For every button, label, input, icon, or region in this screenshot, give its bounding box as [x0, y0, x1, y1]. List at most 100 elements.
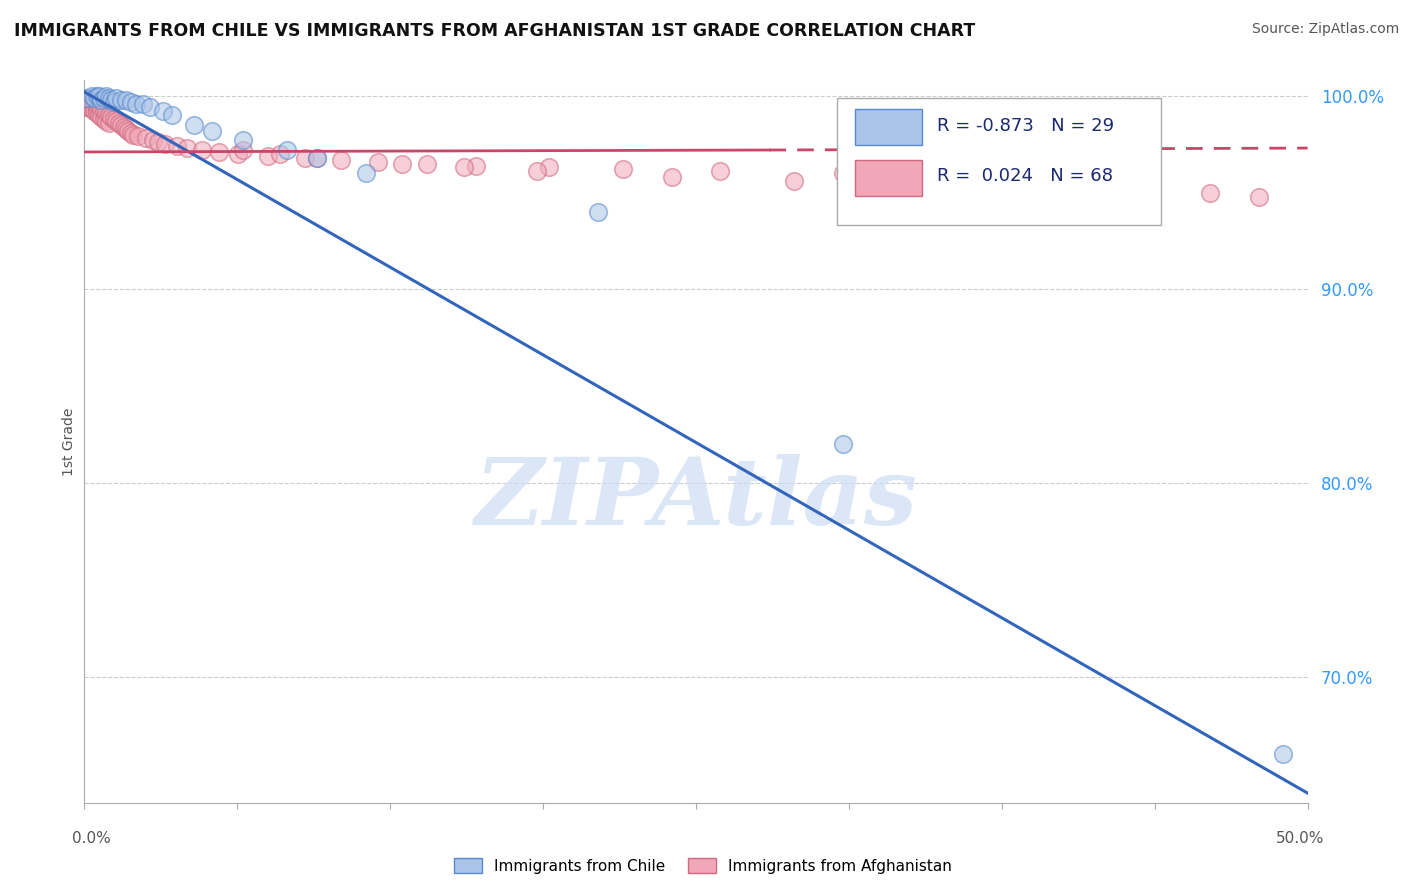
FancyBboxPatch shape [837, 98, 1161, 225]
Point [831, 437, 853, 451]
Point [80, 88, 103, 103]
Point [105, 91, 128, 105]
Point [120, 126, 142, 140]
Point [831, 166, 853, 180]
Point [76, 100, 98, 114]
Text: ZIPAtlas: ZIPAtlas [474, 454, 918, 544]
Point [93, 104, 115, 119]
Point [110, 93, 132, 107]
Point [96, 114, 118, 128]
Point [83, 96, 105, 111]
Text: Source: ZipAtlas.com: Source: ZipAtlas.com [1251, 22, 1399, 37]
Point [142, 133, 165, 147]
Point [330, 153, 353, 167]
Point [146, 135, 169, 149]
Point [112, 120, 135, 134]
Point [416, 156, 439, 170]
Point [90, 93, 112, 107]
Point [135, 131, 157, 145]
Point [97, 116, 120, 130]
Point [191, 143, 214, 157]
Point [127, 129, 149, 144]
Point [153, 137, 176, 152]
Text: 0.0%: 0.0% [72, 831, 111, 846]
Point [83, 91, 105, 105]
Point [464, 159, 486, 173]
Point [586, 205, 609, 219]
Point [110, 118, 132, 132]
Point [783, 174, 806, 188]
Point [661, 170, 683, 185]
Point [1247, 189, 1270, 203]
Point [90, 110, 112, 124]
Point [367, 154, 389, 169]
Text: IMMIGRANTS FROM CHILE VS IMMIGRANTS FROM AFGHANISTAN 1ST GRADE CORRELATION CHART: IMMIGRANTS FROM CHILE VS IMMIGRANTS FROM… [14, 22, 976, 40]
Legend: Immigrants from Chile, Immigrants from Afghanistan: Immigrants from Chile, Immigrants from A… [449, 852, 957, 880]
Point [93, 112, 115, 126]
Point [232, 133, 254, 147]
Point [86, 106, 108, 120]
Point [77, 96, 100, 111]
Point [90, 103, 112, 117]
Point [87, 108, 110, 122]
Point [1272, 747, 1295, 762]
Point [107, 116, 129, 130]
Point [77, 100, 100, 114]
Point [97, 108, 120, 122]
Point [232, 143, 254, 157]
Point [269, 147, 291, 161]
Point [86, 103, 108, 117]
Point [122, 128, 145, 142]
Point [612, 162, 634, 177]
Point [354, 166, 377, 180]
Point [979, 168, 1001, 182]
Point [76, 96, 98, 111]
Point [176, 141, 198, 155]
Point [77, 93, 100, 107]
Point [96, 88, 118, 103]
Point [83, 100, 105, 114]
Point [117, 123, 139, 137]
Point [305, 151, 328, 165]
Point [166, 139, 188, 153]
Point [294, 151, 316, 165]
Point [103, 95, 125, 109]
Point [538, 161, 561, 175]
Y-axis label: 1st Grade: 1st Grade [62, 408, 76, 475]
Point [86, 88, 108, 103]
Point [86, 98, 108, 112]
Point [152, 104, 174, 119]
Point [929, 178, 952, 192]
Point [709, 164, 731, 178]
Point [76, 93, 98, 107]
Point [120, 95, 142, 109]
Text: 50.0%: 50.0% [1277, 831, 1324, 846]
FancyBboxPatch shape [855, 160, 922, 196]
FancyBboxPatch shape [855, 109, 922, 145]
Point [105, 114, 128, 128]
Point [115, 93, 138, 107]
Point [132, 96, 155, 111]
Point [96, 106, 118, 120]
Point [87, 88, 110, 103]
Point [257, 149, 280, 163]
Point [162, 108, 184, 122]
Point [80, 98, 103, 112]
Point [115, 121, 138, 136]
Point [526, 164, 548, 178]
Point [100, 93, 122, 107]
Point [453, 161, 475, 175]
Point [125, 96, 148, 111]
Point [93, 91, 115, 105]
Point [80, 95, 103, 109]
Text: R = -0.873   N = 29: R = -0.873 N = 29 [936, 117, 1114, 135]
Point [139, 100, 162, 114]
Point [97, 91, 120, 105]
Point [100, 110, 122, 124]
Point [80, 103, 103, 117]
Point [87, 100, 110, 114]
Text: R =  0.024   N = 68: R = 0.024 N = 68 [936, 168, 1114, 186]
Point [76, 91, 98, 105]
Point [183, 118, 205, 132]
Point [391, 156, 413, 170]
